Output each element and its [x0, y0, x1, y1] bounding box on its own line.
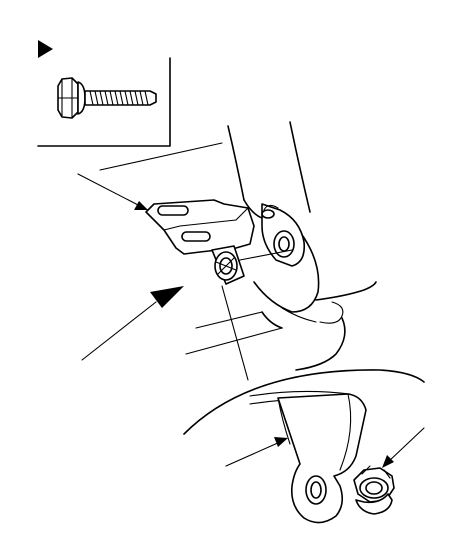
body-panel [99, 121, 425, 435]
leader-clip-bold [81, 286, 184, 361]
flange-bolt-icon [57, 77, 157, 119]
bracket-slot-upper [157, 205, 189, 216]
bolt-inset [37, 40, 171, 147]
bracket-slot-lower [181, 231, 211, 242]
lower-link [277, 393, 367, 524]
leader-lower-link [225, 437, 288, 467]
hinge-bolt [239, 203, 306, 267]
flange-nut [353, 465, 395, 515]
leader-upper-bracket [77, 173, 148, 210]
guide-line [221, 285, 249, 381]
leader-flange-nut [382, 427, 425, 468]
inset-frame [37, 57, 171, 147]
bracket-clip [214, 251, 238, 281]
triangle-pointer-icon [38, 40, 53, 58]
mounting-bracket [145, 199, 255, 285]
